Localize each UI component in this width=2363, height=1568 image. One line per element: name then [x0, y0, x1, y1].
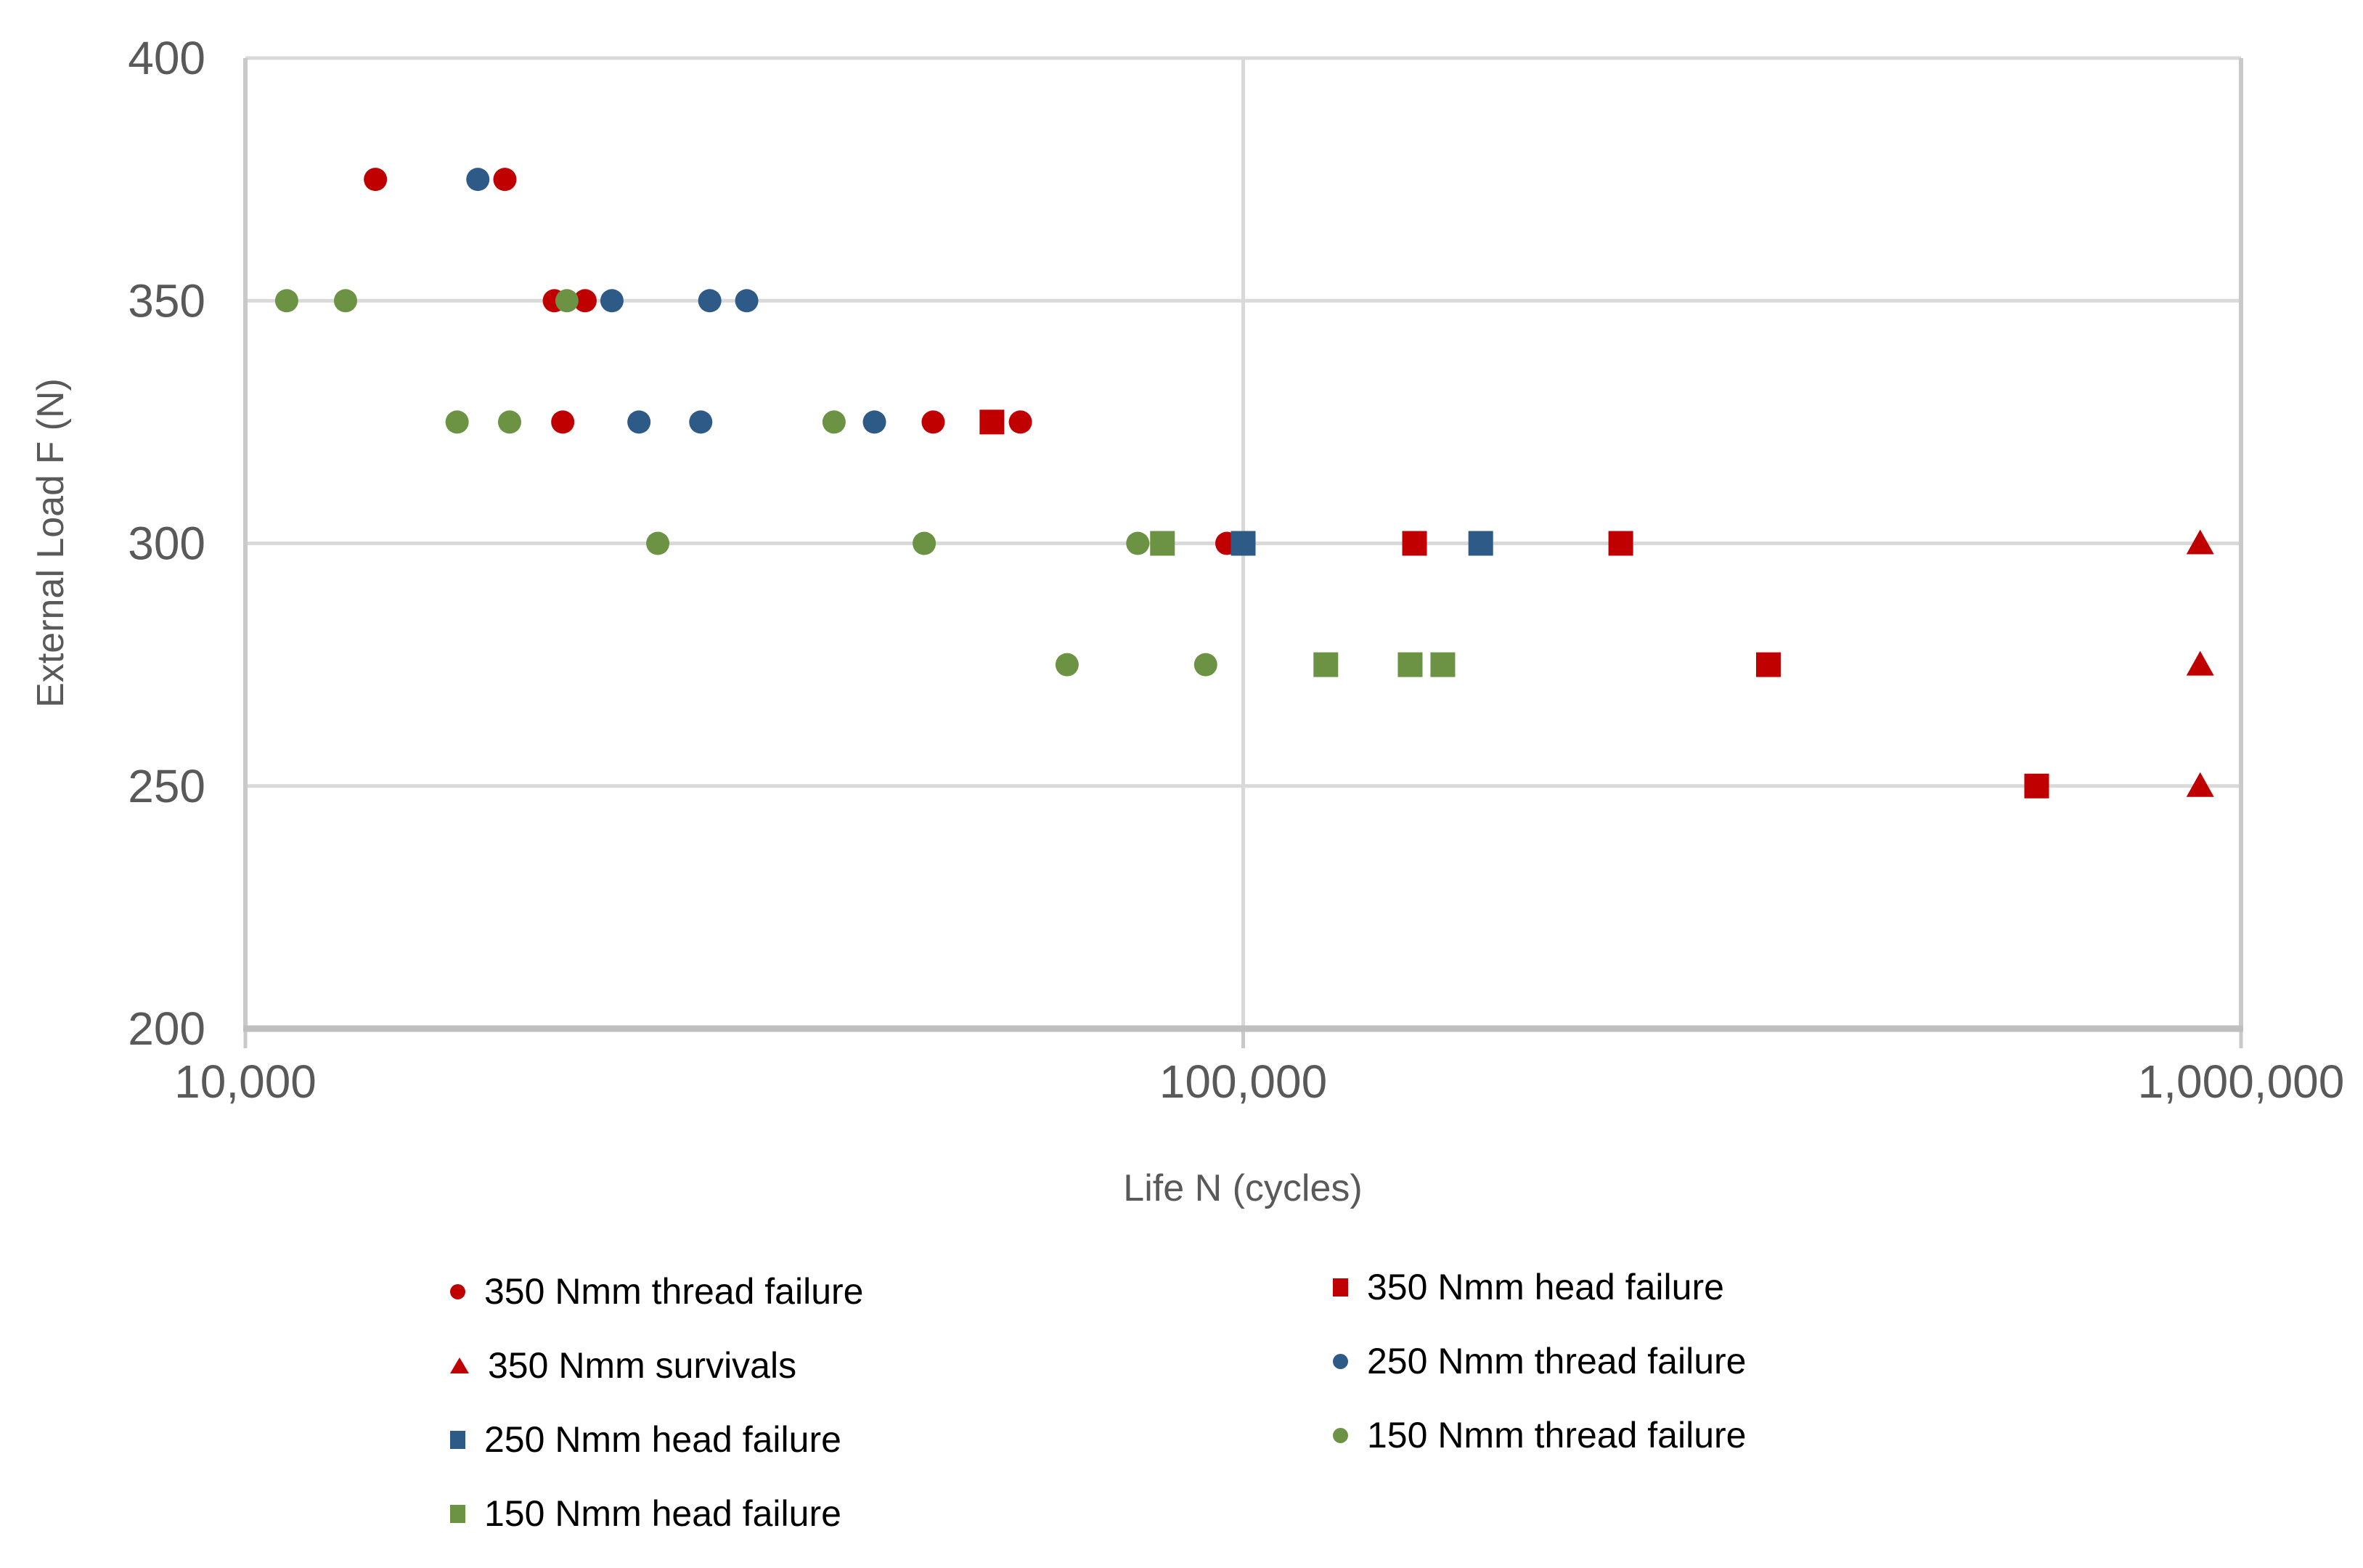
- legend-item: 350 Nmm thread failure: [450, 1254, 863, 1328]
- legend-label: 250 Nmm head failure: [484, 1419, 841, 1460]
- data-point-triangle: [2186, 529, 2214, 555]
- data-point-circle: [497, 410, 521, 434]
- legend-label: 150 Nmm head failure: [484, 1493, 841, 1534]
- data-point-triangle: [2186, 772, 2214, 797]
- data-point-circle: [627, 410, 651, 434]
- data-point-circle: [493, 168, 517, 192]
- x-tick-label: 1,000,000: [2138, 1055, 2345, 1108]
- data-point-square: [2024, 773, 2049, 799]
- y-axis-title: External Load F (N): [30, 378, 72, 708]
- legend-square-marker-icon: [450, 1430, 465, 1449]
- data-point-square: [1402, 531, 1427, 556]
- data-point-circle: [466, 168, 490, 192]
- data-point-circle: [689, 410, 713, 434]
- y-tick-label: 400: [128, 32, 205, 84]
- y-tick-label: 250: [128, 760, 205, 812]
- data-point-square: [1231, 531, 1256, 556]
- legend-item: 250 Nmm thread failure: [1333, 1324, 1746, 1398]
- data-point-circle: [646, 531, 670, 555]
- legend-square-marker-icon: [450, 1504, 465, 1523]
- data-point-square: [1755, 652, 1781, 677]
- legend-triangle-marker-icon: [450, 1357, 469, 1373]
- data-point-circle: [913, 531, 936, 555]
- data-point-circle: [921, 410, 945, 434]
- legend-item: 350 Nmm head failure: [1333, 1250, 1746, 1324]
- data-point-circle: [600, 289, 624, 313]
- legend-item: 250 Nmm head failure: [450, 1402, 863, 1477]
- legend-label: 350 Nmm thread failure: [484, 1271, 864, 1312]
- legend-column-1: 350 Nmm thread failure 350 Nmm survivals 2…: [450, 1254, 863, 1551]
- data-point-circle: [735, 289, 759, 313]
- data-point-square: [1150, 531, 1175, 556]
- y-tick-label: 300: [128, 518, 205, 570]
- data-point-circle: [1055, 653, 1079, 677]
- legend-item: 150 Nmm head failure: [450, 1477, 863, 1551]
- data-point-triangle: [2186, 650, 2214, 676]
- y-tick-label: 350: [128, 274, 205, 327]
- data-point-circle: [862, 410, 886, 434]
- data-point-circle: [333, 289, 357, 313]
- data-point-circle: [1008, 410, 1032, 434]
- x-axis-title: Life N (cycles): [1123, 1167, 1363, 1209]
- data-point-circle: [555, 289, 579, 313]
- data-point-circle: [822, 410, 846, 434]
- data-point-square: [979, 409, 1005, 435]
- legend-item: 150 Nmm thread failure: [1333, 1398, 1746, 1472]
- data-point-circle: [274, 289, 298, 313]
- data-point-square: [1313, 652, 1339, 677]
- legend-item: 350 Nmm survivals: [450, 1328, 863, 1402]
- legend-label: 250 Nmm thread failure: [1367, 1341, 1747, 1381]
- legend-circle-marker-icon: [450, 1283, 465, 1299]
- data-point-square: [1397, 652, 1423, 677]
- legend-label: 350 Nmm head failure: [1367, 1267, 1724, 1307]
- legend-circle-marker-icon: [1333, 1353, 1348, 1369]
- data-point-square: [1608, 531, 1633, 556]
- data-point-circle: [364, 168, 388, 192]
- data-point-square: [1468, 531, 1493, 556]
- data-point-circle: [1126, 531, 1150, 555]
- data-point-circle: [551, 410, 575, 434]
- y-tick-label: 200: [128, 1003, 205, 1055]
- data-point-square: [1430, 652, 1456, 677]
- x-tick-label: 10,000: [174, 1055, 317, 1108]
- data-point-circle: [573, 289, 597, 313]
- legend-square-marker-icon: [1333, 1278, 1348, 1297]
- data-point-circle: [698, 289, 722, 313]
- x-tick-label: 100,000: [1159, 1055, 1327, 1108]
- legend-label: 350 Nmm survivals: [488, 1345, 797, 1386]
- legend-label: 150 Nmm thread failure: [1367, 1415, 1747, 1455]
- data-point-circle: [445, 410, 469, 434]
- legend-column-2: 350 Nmm head failure 250 Nmm thread failu…: [1333, 1250, 1746, 1472]
- data-point-circle: [1193, 653, 1217, 677]
- legend-circle-marker-icon: [1333, 1427, 1348, 1443]
